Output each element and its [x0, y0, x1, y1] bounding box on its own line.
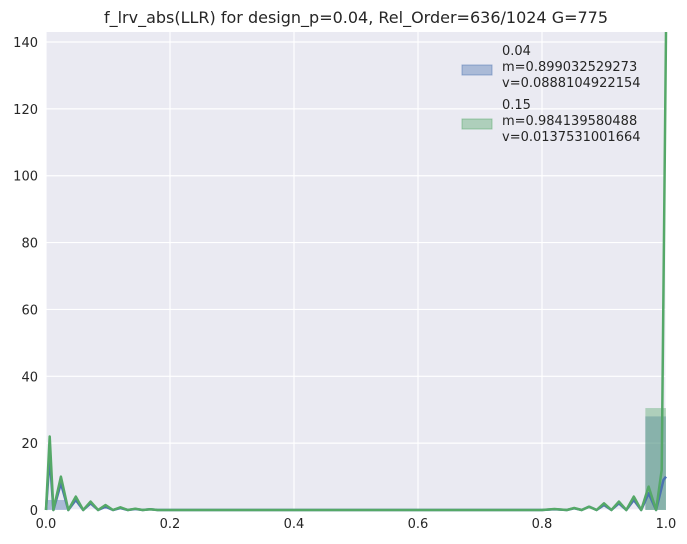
- y-tick-label: 100: [13, 170, 38, 185]
- legend: 0.04 m=0.899032529273 v=0.0888104922154 0…: [461, 44, 641, 145]
- x-tick-label: 0.0: [36, 517, 57, 532]
- legend-text-line: v=0.0888104922154: [502, 76, 641, 91]
- y-axis-ticks: 0 20 40 60 80 100 120 140: [13, 36, 38, 519]
- chart-title: f_lrv_abs(LLR) for design_p=0.04, Rel_Or…: [104, 8, 608, 28]
- plot-area: [46, 32, 666, 510]
- y-tick-label: 60: [21, 303, 38, 318]
- y-tick-label: 0: [30, 504, 38, 519]
- x-tick-label: 0.8: [532, 517, 553, 532]
- legend-swatch-0.04: [461, 64, 493, 76]
- x-tick-label: 0.2: [160, 517, 181, 532]
- legend-text-line: v=0.0137531001664: [502, 130, 641, 145]
- y-tick-label: 40: [21, 370, 38, 385]
- x-tick-label: 0.4: [284, 517, 305, 532]
- legend-swatch-0.15: [461, 118, 493, 130]
- x-axis-ticks: 0.0 0.2 0.4 0.6 0.8 1.0: [36, 517, 677, 532]
- y-tick-label: 120: [13, 103, 38, 118]
- density-curves: [44, 31, 668, 512]
- legend-text-line: 0.04: [502, 44, 531, 59]
- x-tick-label: 0.6: [408, 517, 429, 532]
- legend-text-line: 0.15: [502, 98, 531, 113]
- hist-bar-0.04: [46, 499, 67, 510]
- legend-text-line: m=0.984139580488: [502, 114, 637, 129]
- y-tick-label: 20: [21, 437, 38, 452]
- x-tick-label: 1.0: [656, 517, 677, 532]
- legend-text-line: m=0.899032529273: [502, 60, 637, 75]
- y-tick-label: 80: [21, 237, 38, 252]
- density-line-0.15: [44, 31, 668, 512]
- y-tick-label: 140: [13, 36, 38, 51]
